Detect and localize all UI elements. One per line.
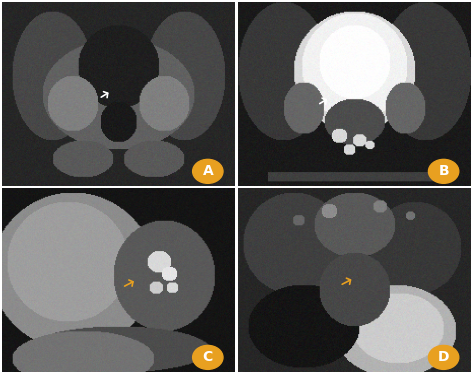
Circle shape [192,159,223,183]
Text: B: B [438,164,449,178]
Circle shape [428,346,459,370]
Circle shape [428,159,459,183]
Text: D: D [438,350,449,364]
Text: C: C [203,350,213,364]
Text: A: A [202,164,213,178]
Circle shape [192,346,223,370]
